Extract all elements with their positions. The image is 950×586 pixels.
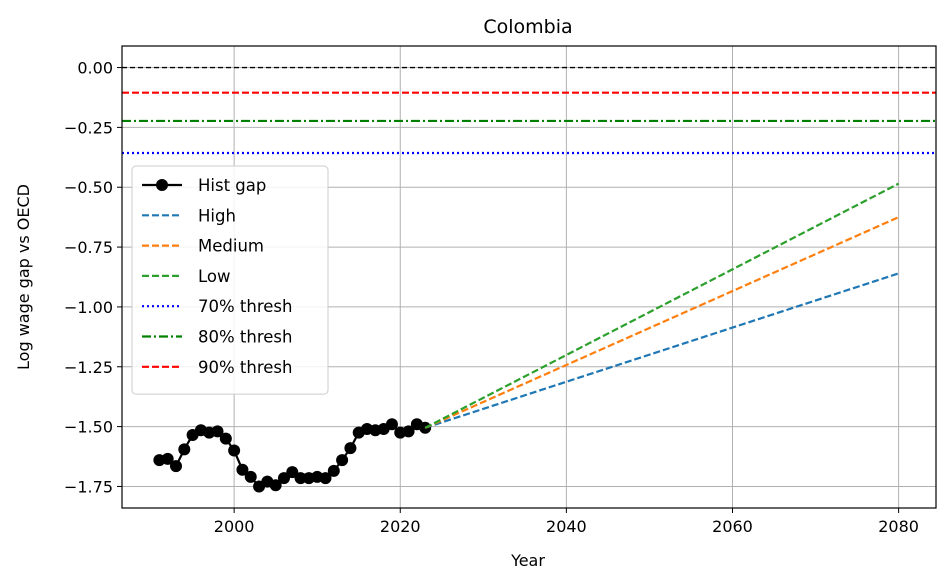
data-point: [211, 425, 224, 438]
y-axis-ticks: 0.00 −0.25 −0.50 −0.75 −1.00 −1.25 −1.50 −1.75: [64, 59, 122, 496]
data-point: [161, 452, 174, 465]
legend-entry: High: [142, 206, 236, 225]
data-point: [327, 464, 340, 477]
data-point: [319, 472, 332, 485]
y-tick-label: −0.25: [64, 118, 113, 137]
data-point: [336, 454, 349, 467]
x-tick-label: 2080: [878, 517, 919, 536]
y-tick-label: −1.75: [64, 477, 113, 496]
legend-entry: 80% thresh: [142, 328, 292, 347]
data-point: [402, 425, 415, 438]
x-axis-label: Year: [510, 551, 545, 570]
y-tick-label: −1.00: [64, 298, 113, 317]
x-tick-label: 2000: [214, 517, 255, 536]
data-point: [294, 472, 307, 485]
series-low: [424, 182, 900, 429]
legend-label: 90% thresh: [198, 358, 292, 377]
x-tick-label: 2060: [712, 517, 753, 536]
data-point: [344, 442, 357, 455]
legend-marker: [156, 179, 168, 191]
x-axis-ticks: 2000 2020 2040 2060 2080: [214, 508, 919, 536]
legend-entry: Medium: [142, 237, 264, 256]
series-hist-gap: [153, 418, 432, 493]
data-point: [286, 466, 299, 479]
y-axis-label: Log wage gap vs OECD: [14, 184, 33, 370]
series-high: [424, 272, 899, 429]
y-tick-label: −0.75: [64, 238, 113, 257]
data-point: [236, 463, 249, 476]
y-tick-label: −1.50: [64, 418, 113, 437]
legend-label: High: [198, 206, 236, 225]
data-point: [385, 418, 398, 431]
data-point: [219, 432, 232, 445]
x-tick-label: 2020: [380, 517, 421, 536]
data-point: [169, 460, 182, 473]
legend-label: 80% thresh: [198, 328, 292, 347]
legend-entry: Hist gap: [142, 176, 266, 195]
y-tick-label: −0.50: [64, 178, 113, 197]
chart-series: [122, 66, 936, 493]
legend-entry: Low: [142, 267, 231, 286]
series-medium: [424, 216, 900, 429]
data-point: [178, 443, 191, 456]
legend-label: Low: [198, 267, 231, 286]
y-tick-label: −1.25: [64, 358, 113, 377]
series-line: [424, 182, 900, 429]
data-point: [277, 472, 290, 485]
legend-entry: 70% thresh: [142, 297, 292, 316]
legend-label: Hist gap: [198, 176, 266, 195]
legend-entry: 90% thresh: [142, 358, 292, 377]
data-point: [244, 470, 257, 483]
data-point: [269, 479, 282, 492]
series-line: [424, 216, 900, 429]
x-tick-label: 2040: [546, 517, 587, 536]
chart-title: Colombia: [483, 16, 572, 38]
legend: Hist gap High Medium Low 70% thresh 80% thres…: [131, 165, 329, 395]
legend-label: 70% thresh: [198, 297, 292, 316]
series-line: [424, 272, 899, 429]
data-point: [228, 444, 241, 457]
legend-label: Medium: [198, 237, 264, 256]
plot-frame: [121, 45, 937, 509]
y-tick-label: 0.00: [77, 59, 113, 78]
